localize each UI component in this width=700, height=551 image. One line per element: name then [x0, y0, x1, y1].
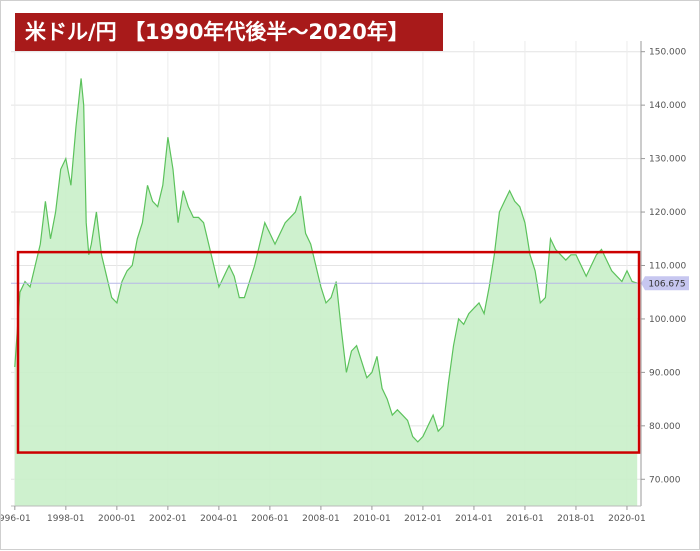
x-tick-label: 1998-01: [47, 514, 85, 524]
chart-title: 米ドル/円 【1990年代後半〜2020年】: [15, 13, 443, 51]
x-tick-label: 2018-01: [557, 514, 595, 524]
x-tick-label: 2016-01: [506, 514, 544, 524]
y-tick-label: 150.000: [649, 48, 686, 58]
x-tick-label: 2008-01: [302, 514, 340, 524]
x-tick-label: 2006-01: [251, 514, 289, 524]
y-tick-label: 120.000: [649, 208, 686, 218]
x-tick-label: 2004-01: [200, 514, 238, 524]
y-tick-label: 80.000: [649, 422, 681, 432]
x-axis-ticks: 996-01 1998-01 2000-01 2002-01 2004-01 2006-0…: [1, 506, 646, 524]
y-tick-label: 140.000: [649, 101, 686, 111]
y-axis-ticks: 150.000 140.000 130.000 120.000 110.000 100.0…: [641, 48, 686, 485]
series-line: [14, 78, 638, 443]
y-tick-label: 100.000: [649, 315, 686, 325]
current-value-tag-shape: [641, 276, 689, 291]
highlight-range-box: [16, 250, 641, 454]
x-tick-label: 2002-01: [149, 514, 187, 524]
current-value-label: 106.675: [648, 279, 685, 289]
y-tick-label: 130.000: [649, 155, 686, 165]
y-tick-label: 70.000: [649, 475, 681, 485]
x-tick-label: 2020-01: [608, 514, 646, 524]
y-tick-label: 110.000: [649, 261, 686, 271]
series-area: [14, 78, 638, 507]
x-tick-label: 2010-01: [353, 514, 391, 524]
y-tick-label: 90.000: [649, 368, 681, 378]
x-tick-label: 2012-01: [404, 514, 442, 524]
x-tick-label: 996-01: [1, 514, 31, 524]
current-value-tag: 106.675: [641, 276, 689, 291]
x-tick-label: 2000-01: [98, 514, 136, 524]
x-tick-label: 2014-01: [455, 514, 493, 524]
